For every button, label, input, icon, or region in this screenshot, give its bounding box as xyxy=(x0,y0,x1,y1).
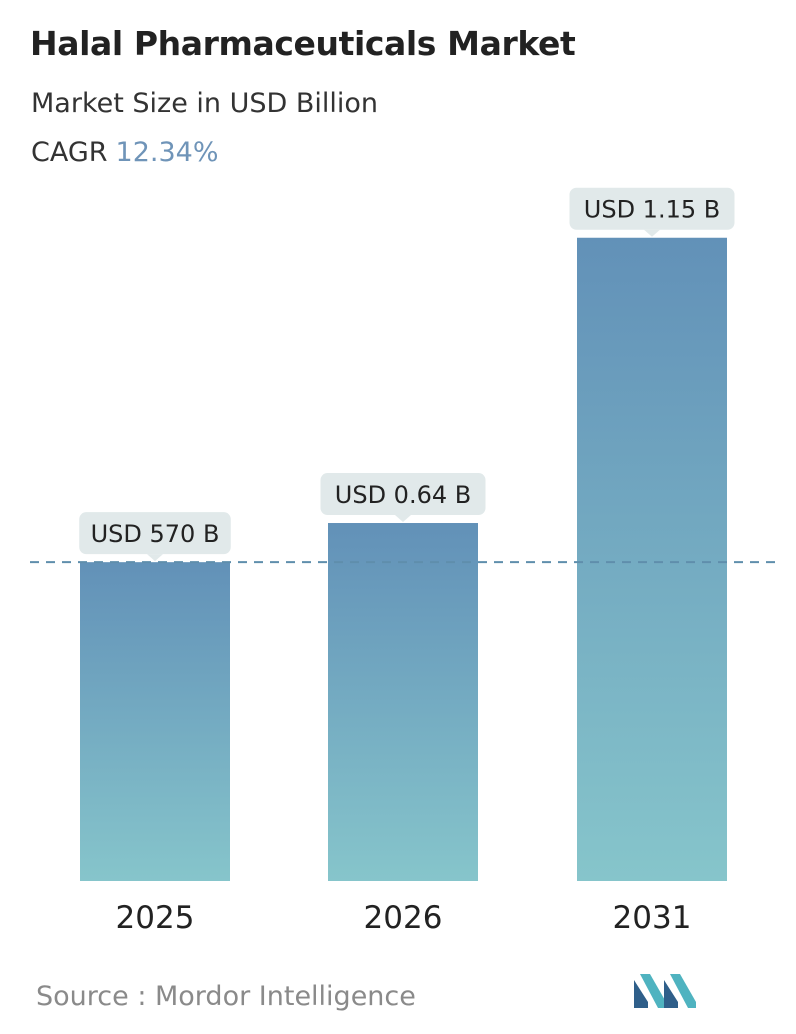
data-label-2025: USD 570 B xyxy=(79,512,231,562)
data-label-text: USD 1.15 B xyxy=(584,196,720,224)
data-label-pointer xyxy=(395,515,411,523)
data-label-2031: USD 1.15 B xyxy=(569,187,735,237)
mordor-intelligence-logo-icon xyxy=(634,974,696,1008)
cagr-label: CAGR xyxy=(31,137,108,168)
chart-title: Halal Pharmaceuticals Market xyxy=(30,24,576,63)
bar-2025 xyxy=(80,562,230,881)
data-label-box xyxy=(320,473,486,516)
bar-2026 xyxy=(328,523,478,881)
data-label-box xyxy=(79,512,231,555)
bar-chart: USD 570 B USD 0.64 B USD 1.15 B 2025 2026 20… xyxy=(30,187,780,936)
bar-2031 xyxy=(577,237,727,881)
data-label-2026: USD 0.64 B xyxy=(320,473,486,523)
chart-subtitle: Market Size in USD Billion xyxy=(31,88,379,119)
x-tick-label-2026: 2026 xyxy=(364,900,443,936)
data-label-pointer xyxy=(644,229,660,237)
data-label-box xyxy=(569,187,735,230)
data-label-text: USD 0.64 B xyxy=(335,481,471,509)
cagr-line: CAGR 12.34% xyxy=(31,137,218,168)
data-label-text: USD 570 B xyxy=(91,520,220,548)
x-tick-label-2025: 2025 xyxy=(116,900,195,936)
x-tick-label-2031: 2031 xyxy=(613,900,692,936)
cagr-value: 12.34% xyxy=(115,137,219,168)
source-text: Source : Mordor Intelligence xyxy=(36,981,416,1012)
data-label-pointer xyxy=(147,554,163,562)
